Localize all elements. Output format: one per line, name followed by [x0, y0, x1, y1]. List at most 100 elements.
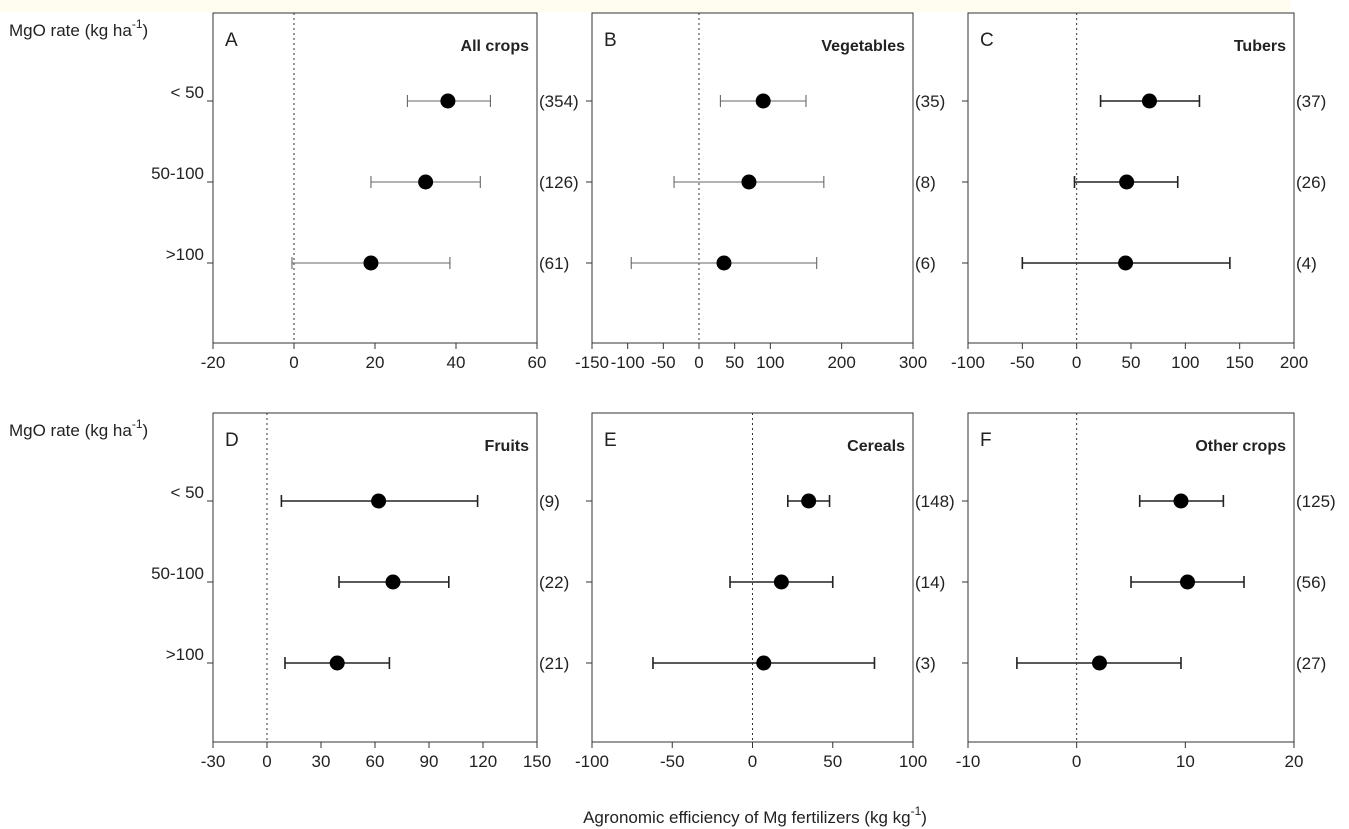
sample-size-label: (6) — [915, 254, 936, 273]
sample-size-label: (3) — [915, 654, 936, 673]
panel-letter: A — [225, 30, 238, 51]
sample-size-label: (126) — [539, 173, 579, 192]
x-tick-label: -50 — [1010, 353, 1035, 372]
x-tick-label: 60 — [366, 752, 385, 771]
x-tick-label: 20 — [1285, 752, 1304, 771]
x-tick-label: 50 — [1122, 353, 1141, 372]
mean-point — [1118, 255, 1134, 271]
panel-letter: D — [225, 430, 239, 451]
x-tick-label: -20 — [201, 353, 226, 372]
x-tick-label: 300 — [899, 353, 927, 372]
sample-size-label: (26) — [1296, 173, 1326, 192]
mean-point — [385, 574, 401, 590]
sample-size-label: (148) — [915, 492, 955, 511]
x-tick-label: 30 — [312, 752, 331, 771]
panel-letter: C — [980, 30, 994, 51]
sample-size-label: (21) — [539, 654, 569, 673]
x-tick-label: 90 — [420, 752, 439, 771]
mean-point — [801, 493, 817, 509]
sample-size-label: (8) — [915, 173, 936, 192]
mean-point — [1119, 174, 1135, 190]
mean-point — [741, 174, 757, 190]
mgo-rate-label: >100 — [166, 245, 204, 264]
row-axis-title-bottom: MgO rate (kg ha-1) — [9, 417, 148, 440]
panel-C: C Tubers -100 -50 0 50 100 150 200 (37) (26) (4) — [951, 12, 1326, 372]
x-tick-label: 100 — [1171, 353, 1199, 372]
x-tick-label: -50 — [651, 353, 676, 372]
x-tick-label: 150 — [523, 752, 551, 771]
sample-size-label: (61) — [539, 254, 569, 273]
panel-D: D Fruits -30 0 30 60 90 120 150 < 50 (9) 50-100 (22)… — [151, 412, 569, 771]
x-tick-label: 0 — [748, 752, 757, 771]
mgo-rate-label: < 50 — [170, 483, 204, 502]
sample-size-label: (4) — [1296, 254, 1317, 273]
x-tick-label: -100 — [611, 353, 645, 372]
panel-B: B Vegetables -150 -100 -50 0 50 100 200 300 (35) (8… — [575, 12, 945, 372]
x-tick-label: 0 — [262, 752, 271, 771]
mean-point — [773, 574, 789, 590]
panel-frame — [212, 412, 538, 743]
sample-size-label: (22) — [539, 573, 569, 592]
panel-title: Cereals — [847, 438, 905, 455]
x-tick-label: 120 — [469, 752, 497, 771]
sample-size-label: (56) — [1296, 573, 1326, 592]
mean-point — [329, 655, 345, 671]
x-tick-label: -50 — [660, 752, 685, 771]
mgo-rate-label: >100 — [166, 645, 204, 664]
mean-point — [1173, 493, 1189, 509]
x-tick-label: 200 — [1280, 353, 1308, 372]
x-tick-label: 0 — [289, 353, 298, 372]
x-tick-label: 150 — [1225, 353, 1253, 372]
panel-frame — [591, 12, 914, 344]
x-tick-label: 0 — [694, 353, 703, 372]
mean-point — [371, 493, 387, 509]
mean-point — [755, 93, 771, 109]
sample-size-label: (354) — [539, 92, 579, 111]
mean-point — [363, 255, 379, 271]
panel-frame — [591, 412, 914, 743]
panel-A: A All crops -20 0 20 40 60 < 50 (354) 50-100 (126)… — [151, 12, 579, 372]
panel-F: F Other crops -10 0 10 20 (125) (56) (27) — [956, 412, 1336, 771]
top-band — [0, 0, 1290, 12]
x-tick-label: -10 — [956, 752, 981, 771]
mgo-rate-label: < 50 — [170, 83, 204, 102]
panel-title: All crops — [461, 38, 530, 55]
x-tick-label: 50 — [725, 353, 744, 372]
x-tick-label: -150 — [575, 353, 609, 372]
x-axis-title: Agronomic efficiency of Mg fertilizers (… — [583, 804, 927, 827]
sample-size-label: (125) — [1296, 492, 1336, 511]
mean-point — [1141, 93, 1157, 109]
mean-point — [1091, 655, 1107, 671]
panel-title: Vegetables — [821, 38, 905, 55]
x-tick-label: 100 — [899, 752, 927, 771]
mean-point — [418, 174, 434, 190]
x-tick-label: -30 — [201, 752, 226, 771]
mgo-rate-label: 50-100 — [151, 164, 204, 183]
panel-letter: B — [604, 30, 617, 51]
panel-E: E Cereals -100 -50 0 50 100 (148) (14) (3) — [575, 412, 955, 771]
panel-title: Other crops — [1195, 438, 1286, 455]
panel-title: Fruits — [485, 438, 530, 455]
panel-frame — [212, 12, 538, 344]
panel-title: Tubers — [1234, 38, 1286, 55]
mean-point — [716, 255, 732, 271]
x-tick-label: -100 — [575, 752, 609, 771]
x-tick-label: 0 — [1072, 752, 1081, 771]
sample-size-label: (35) — [915, 92, 945, 111]
mgo-rate-label: 50-100 — [151, 564, 204, 583]
panel-frame — [967, 412, 1295, 743]
mean-point — [1180, 574, 1196, 590]
x-tick-label: 200 — [827, 353, 855, 372]
mean-point — [440, 93, 456, 109]
x-tick-label: 40 — [447, 353, 466, 372]
x-tick-label: 60 — [528, 353, 547, 372]
x-tick-label: -100 — [951, 353, 985, 372]
x-tick-label: 50 — [823, 752, 842, 771]
panel-letter: F — [980, 430, 992, 451]
sample-size-label: (27) — [1296, 654, 1326, 673]
x-tick-label: 10 — [1176, 752, 1195, 771]
sample-size-label: (9) — [539, 492, 560, 511]
x-tick-label: 100 — [756, 353, 784, 372]
